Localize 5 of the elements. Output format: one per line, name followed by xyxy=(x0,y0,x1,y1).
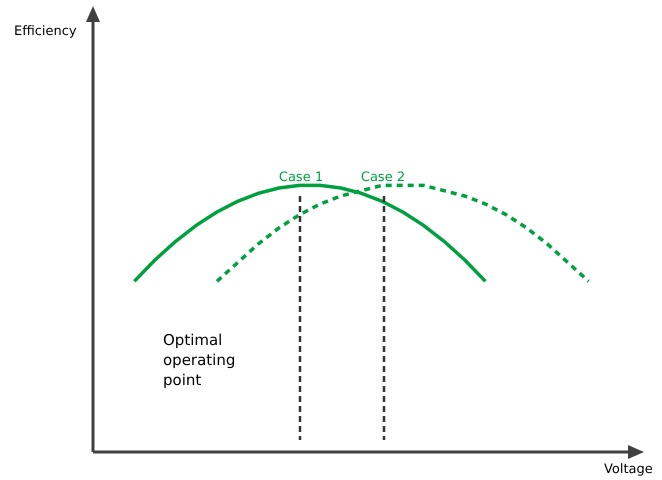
text: Case 2 xyxy=(360,170,406,186)
text: Case 1 xyxy=(278,170,324,186)
annotation: Optimal operating point xyxy=(163,330,236,390)
text: Efficiency xyxy=(14,23,78,41)
x-axis-title: Voltage xyxy=(604,462,653,477)
